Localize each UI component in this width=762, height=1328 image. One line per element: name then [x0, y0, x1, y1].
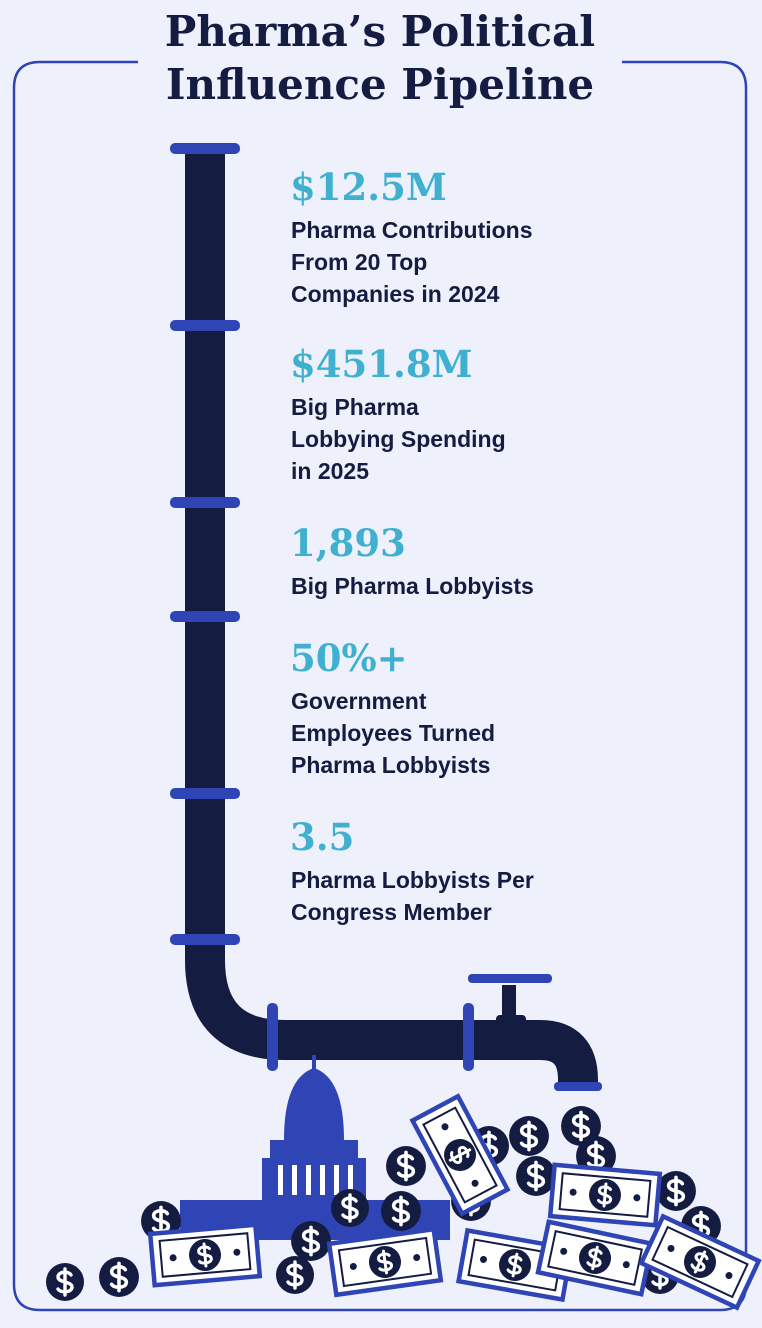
stat-value: 50%+ [290, 636, 408, 680]
stat-value: $451.8M [290, 342, 473, 386]
stat-value: 3.5 [290, 815, 354, 859]
stat-label: Employees Turned [291, 720, 495, 746]
stats: $12.5M Pharma Contributions From 20 Top Com… [290, 165, 534, 925]
title-line: Influence Pipeline [166, 60, 594, 109]
stat-label: Congress Member [291, 899, 492, 925]
stat-value: $12.5M [290, 165, 447, 209]
stat-label: Pharma Lobbyists Per [291, 867, 534, 893]
stat-label: Pharma Contributions [291, 217, 533, 243]
frame [12, 60, 748, 1312]
stat-label: Big Pharma [291, 394, 419, 420]
title-line: Pharma’s Political [165, 7, 595, 56]
stat-label: in 2025 [291, 458, 369, 484]
stat-label: Government [291, 688, 427, 714]
stat-value: 1,893 [290, 521, 406, 565]
stat-label: Companies in 2024 [291, 281, 500, 307]
stat-label: Lobbying Spending [291, 426, 506, 452]
stat-label: Big Pharma Lobbyists [291, 573, 534, 599]
pipe [170, 143, 602, 1091]
stat-label: Pharma Lobbyists [291, 752, 490, 778]
stat-label: From 20 Top [291, 249, 427, 275]
